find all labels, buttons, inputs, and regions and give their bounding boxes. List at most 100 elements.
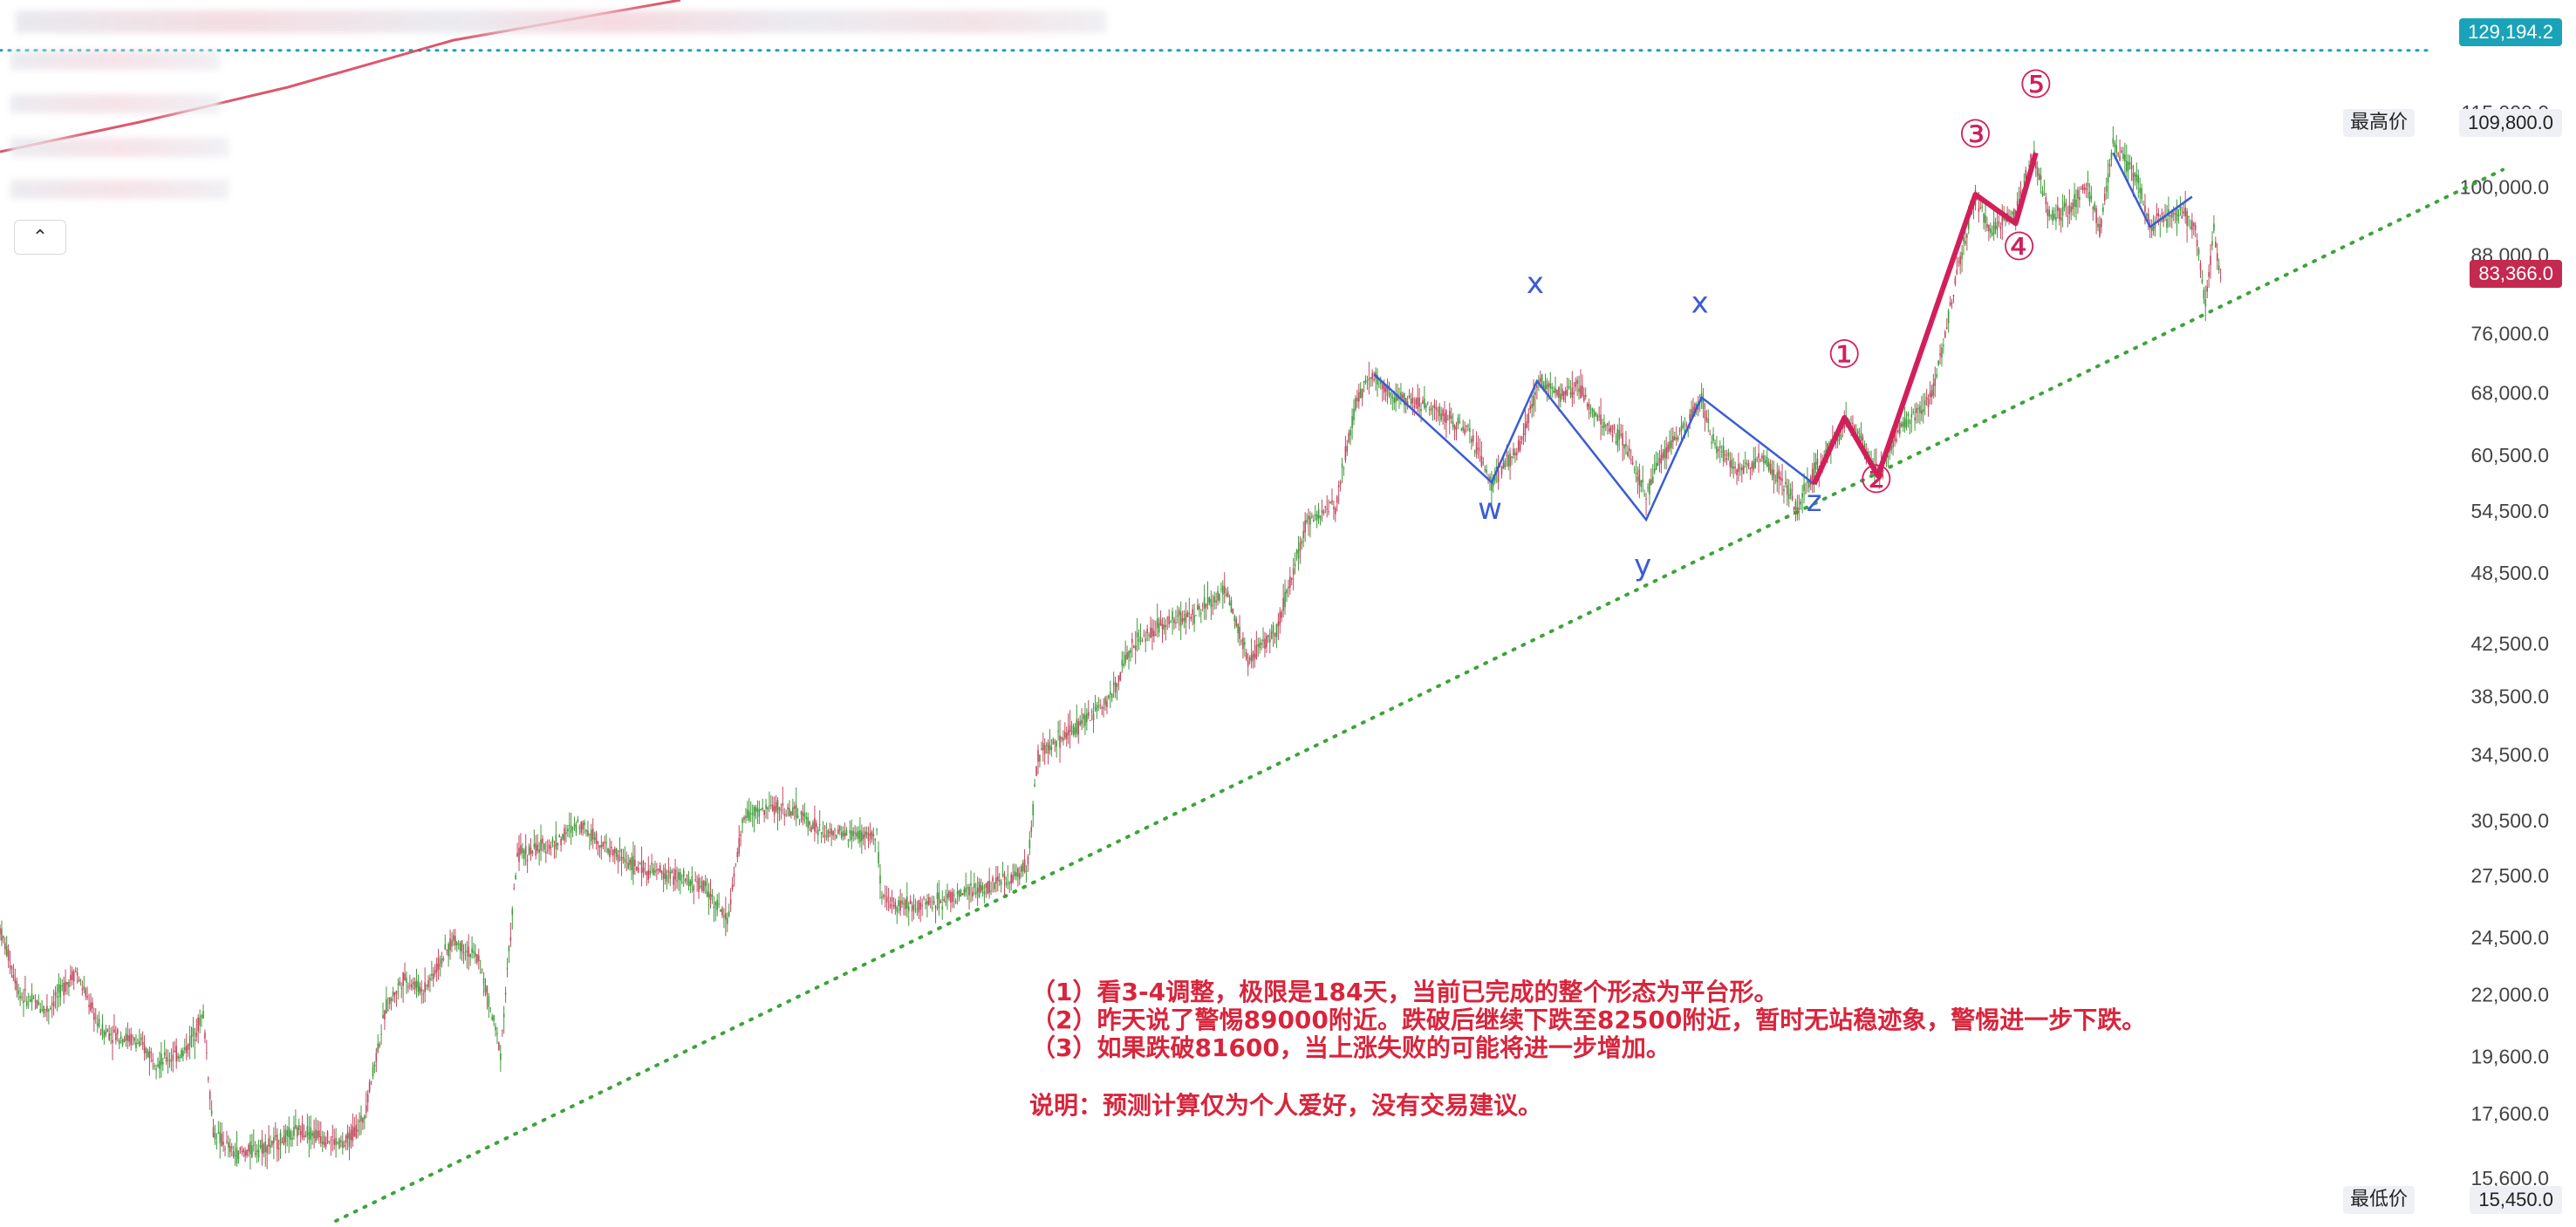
candle-body-up [135,1042,137,1048]
candle-body-down [1288,586,1289,589]
candle-body-up [1718,446,1721,448]
candle-body-down [1245,652,1247,660]
candle-body-up [1275,624,1278,637]
candle-body-down [108,1033,110,1040]
candle-body-up [133,1037,135,1041]
candle-body-down [1134,645,1137,651]
candle-body-up [2094,203,2095,211]
candle-body-up [878,852,879,864]
candle-body-down [93,1012,95,1020]
candle-body-down [1020,866,1022,873]
candle-body-up [1295,550,1298,554]
candle-body-up [29,999,31,1002]
candle-body-down [1482,462,1485,464]
candle-body-up [210,1110,213,1115]
candle-body-up [1447,419,1449,420]
blurred-indicator-line [10,138,229,157]
candle-body-up [570,825,572,833]
candle-body-down [301,1123,304,1138]
candle-body-down [1988,224,1990,232]
candle-body-down [1181,617,1184,623]
candle-body-up [2048,209,2051,217]
candle-body-up [1163,624,1165,630]
candle-body-up [1395,393,1397,403]
candle-body-down [7,950,10,961]
candle-body-down [241,1151,243,1153]
candle-body-down [837,829,839,835]
candle-body-down [780,809,782,811]
candle-body-up [1313,520,1315,521]
candle-body-down [461,940,463,952]
candle-body-up [442,958,445,961]
candle-body-down [1331,500,1333,503]
y-axis-tick-label: 27,500.0 [2470,864,2549,887]
candle-body-up [2197,249,2200,255]
candle-body-down [613,849,616,854]
candle-body-up [585,829,587,832]
candle-body-up [429,978,431,980]
candle-body-up [1615,441,1617,443]
candle-body-down [413,981,416,990]
candle-body-up [970,883,972,886]
candle-body-up [125,1033,127,1040]
candle-body-up [1684,429,1686,433]
candle-body-down [918,899,920,913]
candle-body-down [595,833,598,843]
candle-body-up [2053,214,2055,219]
candle-body-down [297,1127,298,1137]
candle-body-up [1731,460,1733,469]
candle-body-down [929,901,932,903]
disclaimer-note: 说明：预测计算仅为个人爱好，没有交易建议。 [1029,1091,1543,1120]
candle-body-up [1041,748,1042,750]
candle-body-up [1642,480,1644,483]
candle-body-down [1003,874,1006,881]
candle-body-up [1220,588,1222,590]
candle-body-down [548,844,550,849]
candle-body-up [68,981,70,988]
candle-body-up [2217,265,2220,270]
candle-body-down [2219,277,2222,279]
candle-body-up [1856,430,1859,434]
candle-body-up [1785,481,1787,485]
wave-label: z [1807,484,1822,519]
candle-body-up [306,1126,309,1135]
candle-body-up [1349,430,1351,436]
candle-body-up [1148,634,1150,636]
candle-body-down [1023,859,1026,873]
candle-body-down [197,1017,200,1032]
candle-body-down [674,869,676,880]
candle-body-up [1076,719,1078,733]
candle-body-down [651,862,653,865]
candle-body-down [1099,705,1102,706]
candle-body-down [1751,462,1753,469]
candle-body-down [869,833,871,835]
candle-body-down [379,1044,380,1046]
candle-body-down [313,1131,315,1139]
candle-body-down [1944,331,1946,338]
candle-body-down [1685,424,1688,426]
candle-body-down [1978,208,1980,213]
candle-body-up [2122,153,2124,160]
candle-body-down [1201,604,1204,606]
candle-body-up [1,928,3,941]
candle-body-up [1756,459,1758,460]
candle-body-down [625,862,628,863]
candle-body-up [1714,443,1716,446]
candle-body-down [1876,463,1877,465]
candle-body-down [823,835,826,838]
candle-body-up [847,839,850,841]
candle-body-down [987,881,989,895]
candle-body-up [297,1124,300,1130]
candle-body-up [234,1155,236,1156]
candle-body-down [318,1130,320,1138]
candle-body-down [1081,719,1083,725]
candle-body-up [720,909,721,912]
candle-body-down [1741,467,1743,471]
candle-body-down [190,1035,193,1037]
candle-body-up [469,954,471,958]
collapse-indicators-button[interactable]: ⌃ [14,220,66,255]
candle-body-down [1411,398,1414,404]
candle-body-up [1116,683,1118,687]
candle-body-down [1178,610,1180,616]
